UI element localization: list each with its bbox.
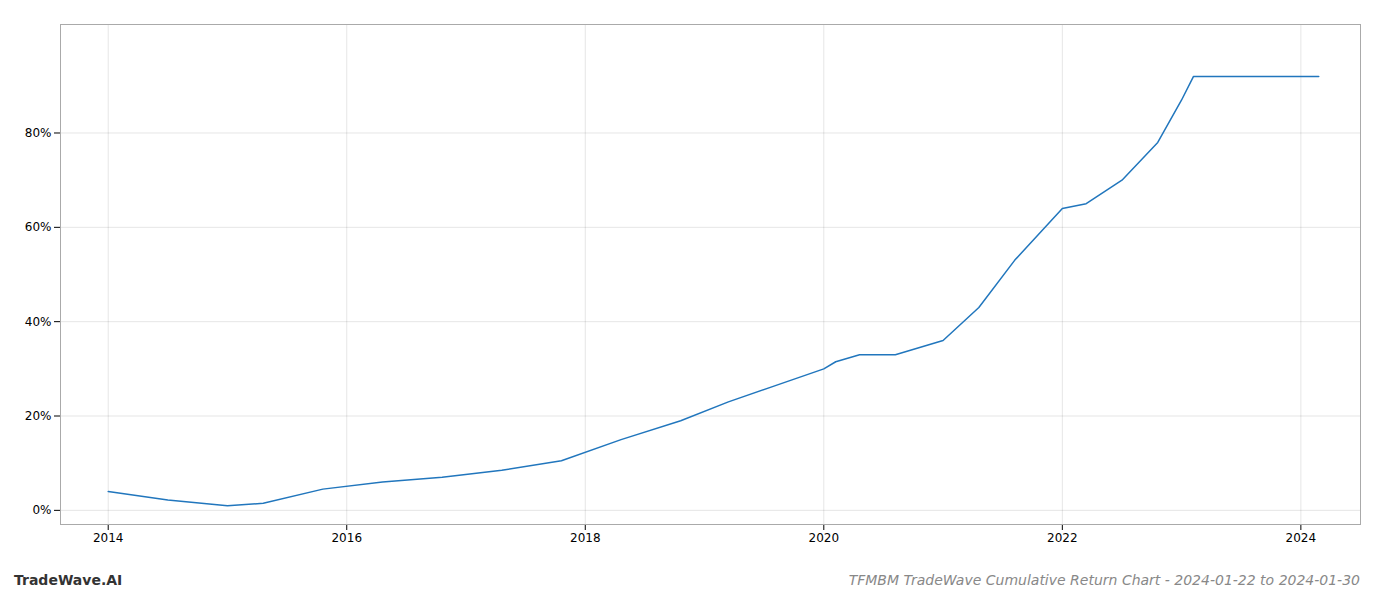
- svg-text:80%: 80%: [25, 126, 52, 140]
- svg-text:20%: 20%: [25, 409, 52, 423]
- html-text:TFMBM TradeWave Cumulative Ret: TFMBM TradeWave Cumulative Return Chart …: [848, 572, 1360, 588]
- svg-text:2020: 2020: [809, 531, 840, 545]
- svg-text:2024: 2024: [1286, 531, 1317, 545]
- svg-text:60%: 60%: [25, 220, 52, 234]
- svg-text:2014: 2014: [93, 531, 124, 545]
- svg-text:2018: 2018: [570, 531, 601, 545]
- svg-text:0%: 0%: [32, 503, 51, 517]
- svg-text:2022: 2022: [1047, 531, 1078, 545]
- svg-text:2016: 2016: [331, 531, 362, 545]
- svg-text:40%: 40%: [25, 315, 52, 329]
- html-text:TradeWave.AI: TradeWave.AI: [14, 572, 123, 588]
